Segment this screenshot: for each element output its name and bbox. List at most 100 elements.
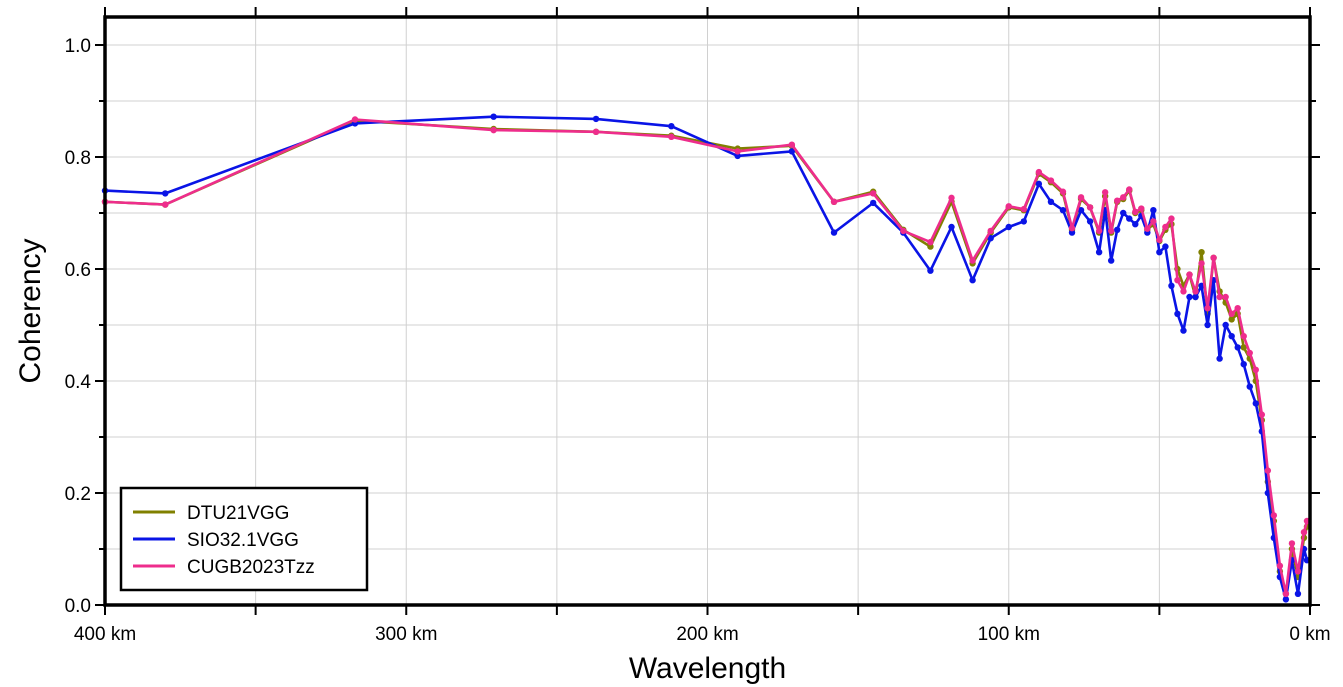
- data-point: [987, 227, 994, 235]
- data-point: [1132, 208, 1139, 216]
- data-point: [1114, 197, 1121, 204]
- series-CUGB2023Tzz: [101, 116, 1311, 597]
- series-SIO32.1VGG: [101, 113, 1311, 603]
- data-point: [1156, 249, 1163, 256]
- data-point: [1234, 344, 1241, 351]
- data-point: [987, 235, 994, 242]
- data-point: [1180, 327, 1187, 334]
- data-point: [490, 126, 497, 134]
- data-point: [1240, 344, 1247, 351]
- data-point: [1156, 236, 1163, 244]
- data-point: [1059, 207, 1067, 214]
- data-point: [927, 243, 934, 250]
- data-point: [927, 267, 934, 274]
- data-point: [1068, 229, 1076, 236]
- data-point: [1198, 249, 1205, 256]
- y-tick-label: 0.2: [65, 484, 91, 505]
- y-axis-title: Coherency: [14, 238, 47, 383]
- data-point: [927, 238, 934, 246]
- data-point: [1120, 194, 1127, 201]
- data-point: [1020, 218, 1028, 225]
- data-point: [1107, 227, 1115, 235]
- data-point: [1264, 467, 1272, 474]
- data-point: [1240, 333, 1247, 340]
- data-point: [1114, 226, 1121, 233]
- data-point: [1138, 205, 1145, 212]
- data-point: [1228, 333, 1235, 340]
- data-point: [1095, 227, 1103, 235]
- data-point: [592, 115, 600, 123]
- data-point: [1270, 512, 1278, 519]
- data-point: [969, 277, 976, 284]
- data-point: [1035, 168, 1043, 176]
- data-point: [1192, 293, 1199, 301]
- data-point: [1174, 310, 1181, 317]
- legend-label: CUGB2023Tzz: [187, 557, 315, 578]
- data-point: [734, 148, 741, 155]
- data-point: [1252, 366, 1259, 373]
- data-point: [1294, 568, 1302, 575]
- data-point: [830, 229, 838, 236]
- data-point: [1077, 194, 1085, 201]
- data-point: [869, 190, 877, 197]
- data-point: [1282, 590, 1290, 597]
- data-point: [1210, 254, 1217, 261]
- data-point: [1162, 243, 1169, 250]
- data-point: [162, 201, 169, 208]
- data-point: [1005, 203, 1012, 210]
- data-point: [490, 113, 497, 120]
- data-point: [1095, 249, 1103, 256]
- data-point: [1198, 260, 1205, 267]
- data-point: [1246, 383, 1253, 390]
- data-point: [1086, 218, 1094, 225]
- data-point: [1005, 223, 1012, 231]
- data-point: [162, 190, 169, 197]
- data-point: [1222, 293, 1229, 301]
- data-point: [1204, 321, 1211, 329]
- series-layer: [101, 113, 1311, 603]
- data-point: [1240, 361, 1247, 368]
- ticks: [95, 7, 1320, 615]
- data-point: [1216, 355, 1223, 362]
- data-point: [1288, 540, 1296, 547]
- data-point: [1162, 223, 1169, 231]
- data-point: [788, 148, 796, 155]
- data-point: [1047, 177, 1055, 184]
- legend-label: SIO32.1VGG: [187, 530, 299, 551]
- legend: DTU21VGG SIO32.1VGG CUGB2023Tzz: [119, 486, 369, 592]
- x-axis-title: Wavelength: [629, 652, 786, 685]
- data-point: [1252, 400, 1259, 407]
- data-point: [1020, 205, 1028, 213]
- data-point: [900, 227, 907, 235]
- data-point: [1294, 590, 1302, 597]
- data-point: [351, 116, 359, 123]
- data-point: [1246, 349, 1253, 357]
- data-point: [1180, 288, 1187, 295]
- data-point: [969, 257, 976, 264]
- data-point: [734, 152, 741, 160]
- data-point: [1276, 562, 1284, 569]
- data-point: [1126, 186, 1133, 193]
- data-point: [788, 141, 796, 148]
- y-tick-label: 0.8: [65, 148, 91, 169]
- legend-label: DTU21VGG: [187, 503, 289, 524]
- data-point: [1174, 277, 1181, 284]
- x-tick-label: 300 km: [375, 624, 437, 645]
- data-point: [1204, 305, 1211, 312]
- data-point: [1107, 257, 1115, 264]
- y-tick-label: 0.0: [65, 596, 91, 617]
- data-point: [1228, 310, 1235, 317]
- data-point: [948, 194, 955, 202]
- data-point: [1101, 189, 1109, 196]
- y-tick-labels: 0.0 0.2 0.4 0.6 0.8 1.0: [65, 36, 92, 617]
- data-point: [592, 128, 600, 135]
- data-point: [1234, 305, 1241, 312]
- data-point: [1222, 321, 1229, 329]
- y-tick-label: 1.0: [65, 36, 91, 57]
- x-tick-labels: 400 km 300 km 200 km 100 km 0 km: [74, 624, 1331, 645]
- data-point: [1035, 180, 1043, 188]
- data-point: [1186, 293, 1193, 301]
- data-point: [1228, 316, 1235, 323]
- data-point: [1150, 218, 1157, 225]
